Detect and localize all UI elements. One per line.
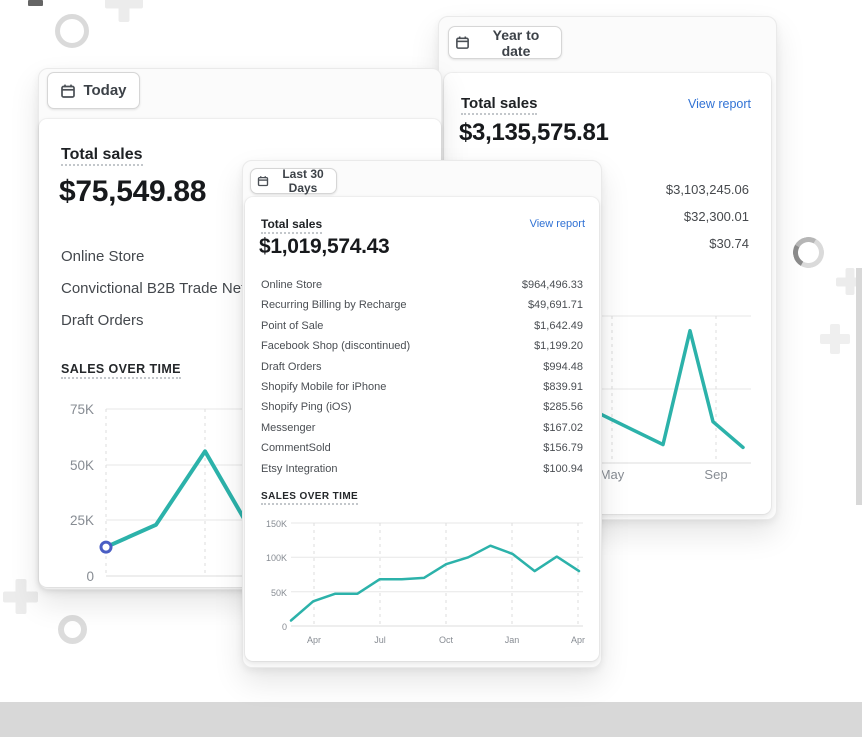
circle-icon (789, 233, 828, 272)
circle-icon (55, 14, 89, 48)
date-range-button[interactable]: Year to date (448, 26, 562, 59)
list-item: Online Store (61, 248, 145, 265)
y-axis-tick: 75K (70, 402, 94, 417)
panel-last-30-days: Last 30 Days Total sales View report $1,… (242, 160, 602, 668)
channel-label: CommentSold (261, 442, 331, 455)
x-axis-tick: Jan (505, 635, 520, 645)
channel-label: Online Store (261, 279, 323, 291)
calendar-icon (61, 84, 76, 98)
channel-value: $30.74 (709, 236, 749, 251)
channel-list: Online Store $964,496.33 Recurring Billing… (261, 275, 583, 479)
list-item: Convictional B2B Trade Net (61, 280, 246, 297)
channel-label: Facebook Shop (discontinued) (261, 340, 411, 353)
channel-value: $285.56 (543, 401, 583, 414)
list-item: Online Store $964,496.33 (261, 275, 583, 295)
list-item: Facebook Shop (discontinued) $1,199.20 (261, 336, 583, 356)
list-item: Recurring Billing by Recharge $49,691.71 (261, 295, 583, 315)
x-axis-tick: Oct (439, 635, 454, 645)
total-sales-heading[interactable]: Total sales (461, 95, 538, 115)
date-range-button[interactable]: Today (47, 72, 140, 109)
channel-value: $1,642.49 (534, 319, 583, 332)
total-sales-value: $75,549.88 (59, 175, 207, 208)
right-edge-bar (856, 268, 862, 505)
channel-value: $32,300.01 (683, 209, 749, 224)
plus-icon (3, 579, 38, 614)
channel-value: $100.94 (543, 462, 583, 475)
channel-label: Shopify Ping (iOS) (261, 401, 352, 414)
y-axis-tick: 50K (271, 588, 287, 598)
date-range-label: Year to date (492, 26, 540, 59)
x-axis-tick: Sep (704, 467, 727, 482)
date-range-label: Today (83, 82, 127, 99)
total-sales-value: $1,019,574.43 (259, 235, 390, 258)
calendar-icon (456, 36, 469, 49)
channel-label: Etsy Integration (261, 462, 338, 475)
list-item: Point of Sale $1,642.49 (261, 316, 583, 336)
x-axis-tick: Jul (374, 635, 386, 645)
channel-label: Shopify Mobile for iPhone (261, 381, 387, 394)
y-axis-tick: 150K (266, 519, 287, 529)
plus-icon (820, 324, 850, 354)
channel-value: $964,496.33 (521, 279, 583, 291)
y-axis-tick: 50K (70, 458, 94, 473)
channel-value: $1,199.20 (534, 340, 583, 353)
channel-value: $156.79 (543, 442, 583, 455)
date-range-button[interactable]: Last 30 Days (250, 167, 337, 195)
channel-label: Recurring Billing by Recharge (261, 299, 407, 312)
x-axis-tick: May (600, 467, 625, 482)
list-item: CommentSold $156.79 (261, 438, 583, 458)
calendar-icon (257, 176, 269, 187)
channel-values-list: $3,103,245.06 $32,300.01 $30.74 (666, 176, 749, 257)
channel-label: Draft Orders (261, 360, 322, 373)
circle-icon (58, 615, 87, 644)
bottom-bar (0, 702, 862, 737)
total-sales-card: Total sales View report $1,019,574.43 On… (245, 197, 599, 661)
channel-value: $167.02 (543, 421, 583, 434)
x-axis-tick: Apr (307, 635, 321, 645)
view-report-link[interactable]: View report (529, 218, 585, 230)
y-axis-tick: 0 (282, 622, 287, 632)
total-sales-value: $3,135,575.81 (459, 119, 609, 146)
date-range-label: Last 30 Days (282, 167, 324, 195)
y-axis-tick: 100K (266, 553, 287, 563)
view-report-link[interactable]: View report (688, 97, 751, 111)
x-axis-tick: Apr (571, 635, 585, 645)
sales-over-time-heading[interactable]: SALES OVER TIME (261, 491, 359, 505)
channel-list: Online Store Convictional B2B Trade Net Dr… (61, 241, 245, 337)
y-axis-tick: 0 (86, 569, 94, 584)
list-item: Draft Orders (61, 312, 144, 329)
plus-icon (105, 0, 143, 22)
sales-over-time-chart: 75K 50K 25K 0 (70, 402, 441, 584)
list-item: Etsy Integration $100.94 (261, 459, 583, 479)
channel-value: $839.91 (543, 381, 583, 394)
y-axis-tick: 25K (70, 513, 94, 528)
channel-value: $994.48 (543, 360, 583, 373)
channel-label: Point of Sale (261, 319, 324, 332)
channel-label: Messenger (261, 421, 316, 434)
sales-over-time-chart: 150K 100K 50K 0 Apr Jul Oct Jan Apr (266, 519, 585, 645)
channel-value: $3,103,245.06 (665, 182, 749, 197)
data-point-marker (99, 540, 113, 554)
dark-mark (28, 0, 43, 6)
channel-value: $49,691.71 (527, 299, 583, 312)
total-sales-heading[interactable]: Total sales (61, 146, 143, 166)
list-item: Messenger $167.02 (261, 418, 583, 438)
list-item: Draft Orders $994.48 (261, 357, 583, 377)
plus-icon (836, 268, 862, 295)
list-item: Shopify Ping (iOS) $285.56 (261, 397, 583, 417)
total-sales-heading[interactable]: Total sales (261, 217, 323, 234)
list-item: Shopify Mobile for iPhone $839.91 (261, 377, 583, 397)
sales-over-time-heading[interactable]: SALES OVER TIME (61, 362, 181, 379)
